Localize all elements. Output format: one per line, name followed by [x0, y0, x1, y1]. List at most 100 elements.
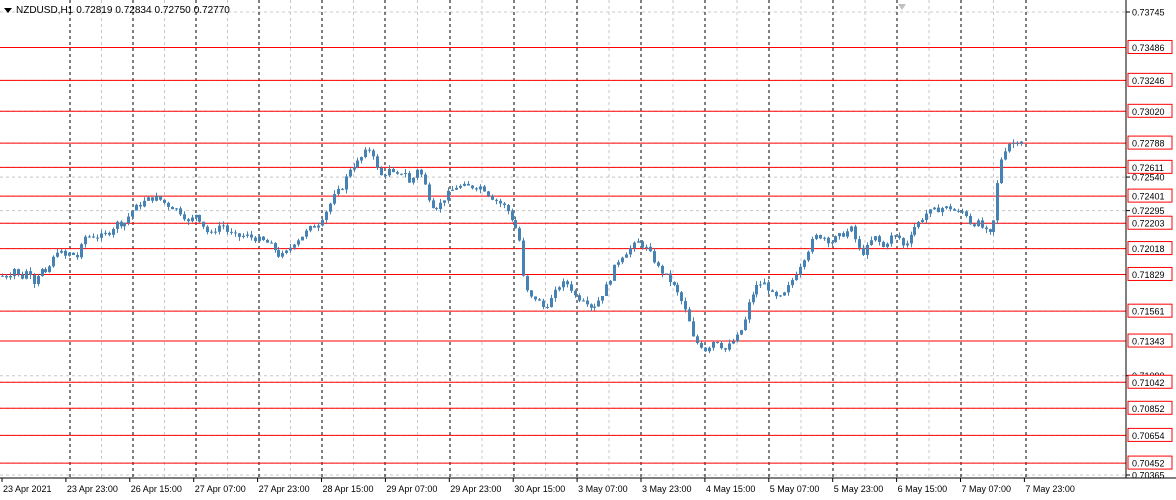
candle-body: [811, 238, 814, 252]
candle-body: [384, 175, 387, 177]
candle-body: [617, 262, 620, 265]
candle-body: [514, 220, 517, 229]
candle-body: [522, 240, 525, 276]
candle-body: [277, 250, 280, 257]
candle-body: [479, 186, 482, 190]
candle-body: [281, 253, 284, 257]
candle-body: [388, 169, 391, 176]
candle-body: [838, 233, 841, 237]
candle-body: [155, 196, 158, 201]
price-tick-label: 0.72540: [1132, 173, 1165, 183]
price-level-label-box: [1127, 400, 1173, 415]
candle-body: [238, 233, 241, 237]
candle-body: [807, 251, 810, 261]
candle-body: [704, 347, 707, 352]
candle-body: [985, 227, 988, 230]
candle-body: [961, 211, 964, 213]
candle-body: [969, 216, 972, 225]
candle-body: [538, 299, 541, 301]
candle-body: [854, 226, 857, 240]
candle-body: [435, 208, 438, 210]
candle-body: [582, 300, 585, 302]
candle-body: [578, 295, 581, 301]
price-level-label: 0.70452: [1132, 459, 1165, 469]
candle-body: [720, 343, 723, 349]
candle-body: [356, 160, 359, 168]
candle-body: [198, 214, 201, 222]
price-level-label-box: [1127, 159, 1173, 174]
candle-body: [195, 214, 198, 218]
candle-body: [850, 226, 853, 232]
candle-body: [467, 183, 470, 186]
candle-body: [708, 347, 711, 352]
candle-body: [1016, 143, 1019, 145]
candle-body: [428, 184, 431, 201]
candle-body: [629, 248, 632, 255]
shift-marker-icon[interactable]: [898, 4, 906, 10]
price-level-label: 0.71561: [1132, 307, 1165, 317]
candle-body: [376, 156, 379, 168]
candle-body: [917, 221, 920, 227]
time-tick-label: 3 May 23:00: [642, 484, 692, 494]
dropdown-triangle-icon[interactable]: [4, 7, 12, 13]
candle-body: [179, 208, 182, 215]
candle-body: [842, 233, 845, 237]
candle-body: [1004, 151, 1007, 160]
candle-body: [116, 221, 119, 229]
candle-body: [108, 232, 111, 235]
candle-body: [601, 296, 604, 301]
candle-body: [649, 246, 652, 252]
candle-body: [890, 235, 893, 244]
candle-body: [692, 321, 695, 337]
candle-body: [151, 197, 154, 201]
candle-body: [167, 202, 170, 207]
time-tick-label: 29 Apr 07:00: [386, 484, 437, 494]
candle-body: [882, 241, 885, 247]
candle-body: [534, 296, 537, 300]
candle-body: [301, 236, 304, 241]
candle-body: [925, 213, 928, 220]
candle-body: [503, 203, 506, 206]
candle-body: [175, 208, 178, 210]
candle-body: [657, 262, 660, 266]
candle-body: [763, 282, 766, 285]
time-tick-label: 7 May 23:00: [1025, 484, 1075, 494]
candle-body: [771, 290, 774, 292]
candle-body: [574, 290, 577, 296]
candle-body: [669, 273, 672, 283]
candle-body: [637, 241, 640, 243]
candle-body: [1020, 141, 1023, 144]
candle-body: [566, 281, 569, 285]
candle-body: [309, 226, 312, 231]
candle-body: [673, 282, 676, 285]
time-tick-label: 6 May 15:00: [898, 484, 948, 494]
close-price: 0.72770: [193, 5, 230, 16]
candle-body: [270, 242, 273, 244]
time-tick-label: 28 Apr 15:00: [323, 484, 374, 494]
candle-body: [289, 247, 292, 251]
candle-body: [135, 204, 138, 211]
price-level-label-box: [1127, 303, 1173, 318]
candle-body: [858, 239, 861, 248]
candle-body: [123, 222, 126, 227]
candle-body: [392, 169, 395, 173]
candle-body: [989, 229, 992, 232]
candle-body: [191, 217, 194, 222]
candle-body: [100, 233, 103, 238]
candle-body: [368, 149, 371, 151]
candle-body: [941, 208, 944, 213]
candle-body: [767, 282, 770, 291]
candle-body: [866, 244, 869, 255]
candle-body: [609, 280, 612, 285]
candle-body: [613, 264, 616, 281]
time-tick-label: 27 Apr 07:00: [195, 484, 246, 494]
candle-body: [234, 232, 237, 234]
candle-body: [495, 199, 498, 201]
symbol-info-bar: NZDUSD,H1 0.72819 0.72834 0.72750 0.72770: [4, 5, 233, 16]
candle-body: [819, 234, 822, 239]
candle-body: [929, 209, 932, 214]
candle-body: [64, 250, 67, 256]
candle-body: [56, 252, 59, 257]
